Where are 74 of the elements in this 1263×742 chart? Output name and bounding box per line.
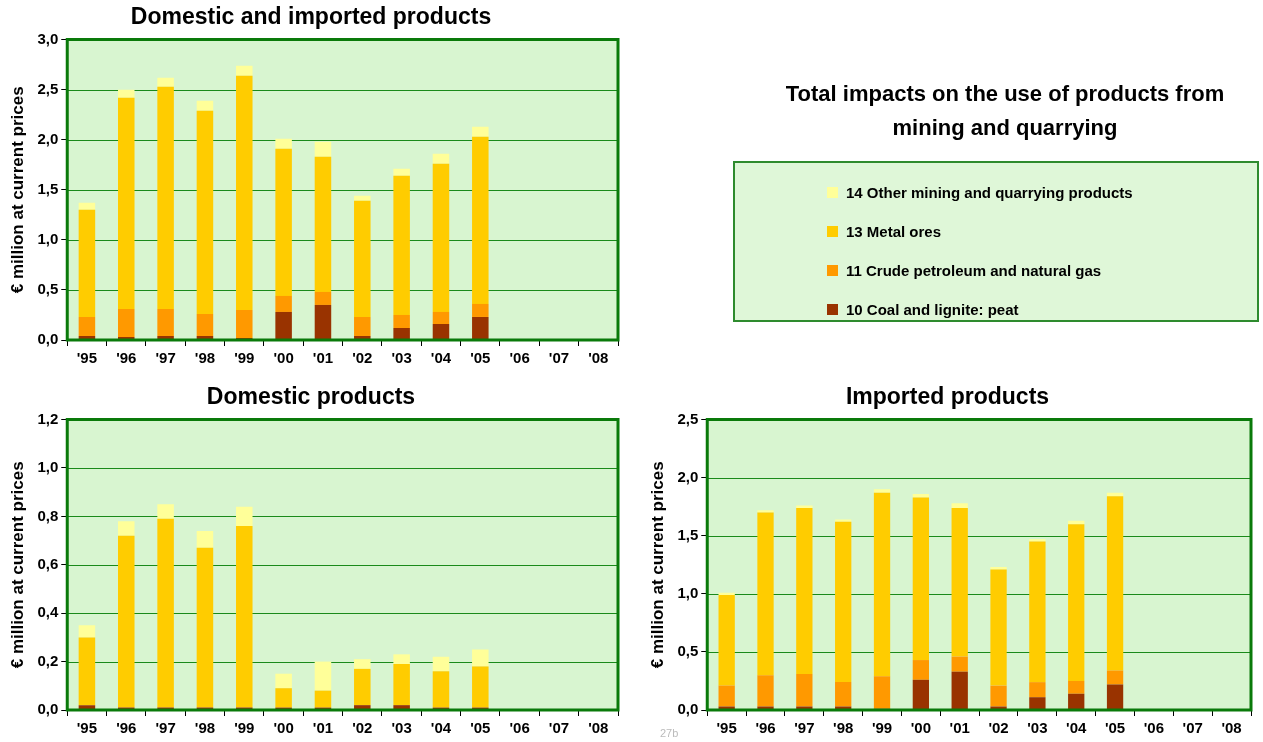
x-tick-label: '95 bbox=[76, 349, 98, 367]
x-tick-label: '04 bbox=[430, 349, 452, 367]
x-tick-label: '95 bbox=[76, 719, 98, 737]
chart-title: Imported products bbox=[845, 383, 1050, 410]
y-tick-label: 0,5 bbox=[37, 280, 59, 298]
y-tick-label: 0,0 bbox=[37, 700, 59, 718]
y-tick-label: 1,0 bbox=[677, 583, 699, 601]
x-tick-label: '08 bbox=[588, 719, 609, 737]
x-tick-label: '04 bbox=[1066, 719, 1087, 737]
y-tick-label: 2,0 bbox=[677, 467, 699, 485]
x-tick-label: '96 bbox=[116, 349, 137, 367]
y-tick-label: 0,6 bbox=[37, 554, 59, 572]
x-tick-label: '01 bbox=[949, 719, 970, 737]
x-tick-label: '07 bbox=[548, 349, 570, 367]
legend-label: 14 Other mining and quarrying products bbox=[846, 184, 1133, 201]
y-tick-label: 0,8 bbox=[37, 506, 59, 524]
y-tick-label: 0,5 bbox=[677, 642, 699, 660]
y-axis-title: € million at current prices bbox=[7, 461, 27, 669]
legend-label: 13 Metal ores bbox=[846, 223, 942, 240]
x-tick-label: '05 bbox=[470, 349, 491, 367]
x-tick-label: '98 bbox=[194, 349, 216, 367]
y-tick-label: 1,5 bbox=[677, 525, 699, 543]
text: 27b bbox=[660, 727, 679, 739]
x-tick-label: '05 bbox=[1104, 719, 1126, 737]
chart-title: Domestic products bbox=[206, 383, 416, 410]
x-tick-label: '95 bbox=[716, 719, 737, 737]
x-tick-label: '06 bbox=[509, 349, 530, 367]
y-tick-label: 2,5 bbox=[677, 409, 699, 427]
legend-label: 10 Coal and lignite: peat bbox=[846, 301, 1019, 318]
x-tick-label: '98 bbox=[833, 719, 854, 737]
y-tick-label: 1,2 bbox=[37, 409, 59, 427]
x-tick-label: '02 bbox=[988, 719, 1009, 737]
y-tick-label: 1,5 bbox=[37, 179, 59, 197]
x-tick-label: '00 bbox=[273, 349, 294, 367]
y-tick-label: 0,0 bbox=[37, 330, 59, 348]
x-tick-label: '03 bbox=[391, 719, 412, 737]
x-tick-label: '04 bbox=[430, 719, 452, 737]
text: Total impacts on the use of products from mining and quarrying bbox=[785, 80, 1225, 142]
x-tick-label: '01 bbox=[312, 719, 334, 737]
y-tick-label: 1,0 bbox=[37, 230, 59, 248]
x-tick-label: '99 bbox=[234, 719, 255, 737]
x-tick-label: '08 bbox=[1221, 719, 1242, 737]
x-tick-label: '06 bbox=[509, 719, 530, 737]
y-tick-label: 2,5 bbox=[37, 79, 59, 97]
x-tick-label: '05 bbox=[470, 719, 491, 737]
x-tick-label: '96 bbox=[116, 719, 137, 737]
y-tick-label: 0,0 bbox=[677, 700, 699, 718]
x-tick-label: '96 bbox=[755, 719, 776, 737]
x-tick-label: '00 bbox=[273, 719, 294, 737]
x-tick-label: '97 bbox=[155, 719, 176, 737]
legend-label: 11 Crude petroleum and natural gas bbox=[846, 262, 1102, 279]
y-axis-title: € million at current prices bbox=[7, 86, 27, 294]
x-tick-label: '01 bbox=[312, 349, 334, 367]
y-tick-label: 1,0 bbox=[37, 458, 59, 476]
x-tick-label: '97 bbox=[794, 719, 815, 737]
y-tick-label: 0,4 bbox=[37, 603, 59, 621]
x-tick-label: '99 bbox=[234, 349, 255, 367]
y-tick-label: 3,0 bbox=[37, 29, 59, 47]
x-tick-label: '02 bbox=[352, 719, 373, 737]
x-tick-label: '07 bbox=[1182, 719, 1203, 737]
x-tick-label: '06 bbox=[1143, 719, 1165, 737]
y-axis-title: € million at current prices bbox=[647, 461, 667, 669]
x-tick-label: '08 bbox=[588, 349, 609, 367]
y-tick-label: 2,0 bbox=[37, 129, 59, 147]
x-tick-label: '02 bbox=[352, 349, 373, 367]
x-tick-label: '98 bbox=[194, 719, 216, 737]
x-tick-label: '07 bbox=[548, 719, 570, 737]
x-tick-label: '03 bbox=[391, 349, 412, 367]
x-tick-label: '97 bbox=[155, 349, 176, 367]
x-tick-label: '03 bbox=[1027, 719, 1048, 737]
chart-title: Domestic and imported products bbox=[130, 3, 492, 30]
y-tick-label: 0,2 bbox=[37, 651, 59, 669]
x-tick-label: '99 bbox=[871, 719, 893, 737]
x-tick-label: '00 bbox=[910, 719, 931, 737]
